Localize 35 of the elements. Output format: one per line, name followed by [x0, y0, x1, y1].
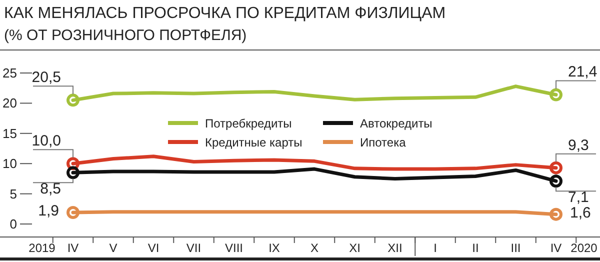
data-label: 21,4	[568, 64, 598, 81]
y-tick-label: 15	[2, 126, 17, 141]
x-tick-label: IV	[67, 241, 79, 255]
x-tick-label: IV	[550, 241, 562, 255]
x-tick-label: III	[510, 241, 521, 255]
x-tick-label: V	[109, 241, 118, 255]
legend-label: Потребкредиты	[205, 116, 292, 130]
legend-label: Кредитные карты	[205, 136, 302, 150]
data-label: 8,5	[40, 180, 61, 198]
x-tick-label: XII	[388, 241, 402, 255]
legend-label: Ипотека	[360, 136, 406, 150]
data-label: 1,6	[570, 204, 591, 222]
y-tick-label: 25	[2, 66, 17, 80]
x-tick-label: X	[310, 241, 319, 255]
data-label: 20,5	[32, 69, 61, 86]
legend-label: Автокредиты	[360, 116, 432, 130]
text: 2019	[28, 241, 56, 255]
x-tick-label: VII	[186, 241, 202, 255]
y-tick-label: 0	[10, 216, 17, 232]
chart-subtitle: (% ОТ РОЗНИЧНОГО ПОРТФЕЛЯ)	[4, 27, 247, 44]
x-tick-label: II	[472, 241, 479, 255]
x-tick-label: XI	[349, 241, 360, 255]
y-tick-label: 20	[2, 96, 17, 111]
x-tick-label: VIII	[224, 241, 244, 255]
x-tick-label: I	[434, 241, 437, 255]
text: 2020	[570, 241, 598, 255]
data-label: 10,0	[32, 132, 61, 150]
data-label: 7,1	[568, 189, 589, 206]
x-tick-label: IX	[268, 241, 280, 255]
y-tick-label: 10	[2, 156, 17, 172]
data-label: 9,3	[568, 136, 589, 154]
chart-title: КАК МЕНЯЛАСЬ ПРОСРОЧКА ПО КРЕДИТАМ ФИЗЛИЦАМ	[4, 5, 446, 22]
x-tick-label: VI	[148, 241, 160, 255]
y-tick-label: 5	[10, 186, 17, 202]
data-label: 1,9	[38, 202, 59, 220]
